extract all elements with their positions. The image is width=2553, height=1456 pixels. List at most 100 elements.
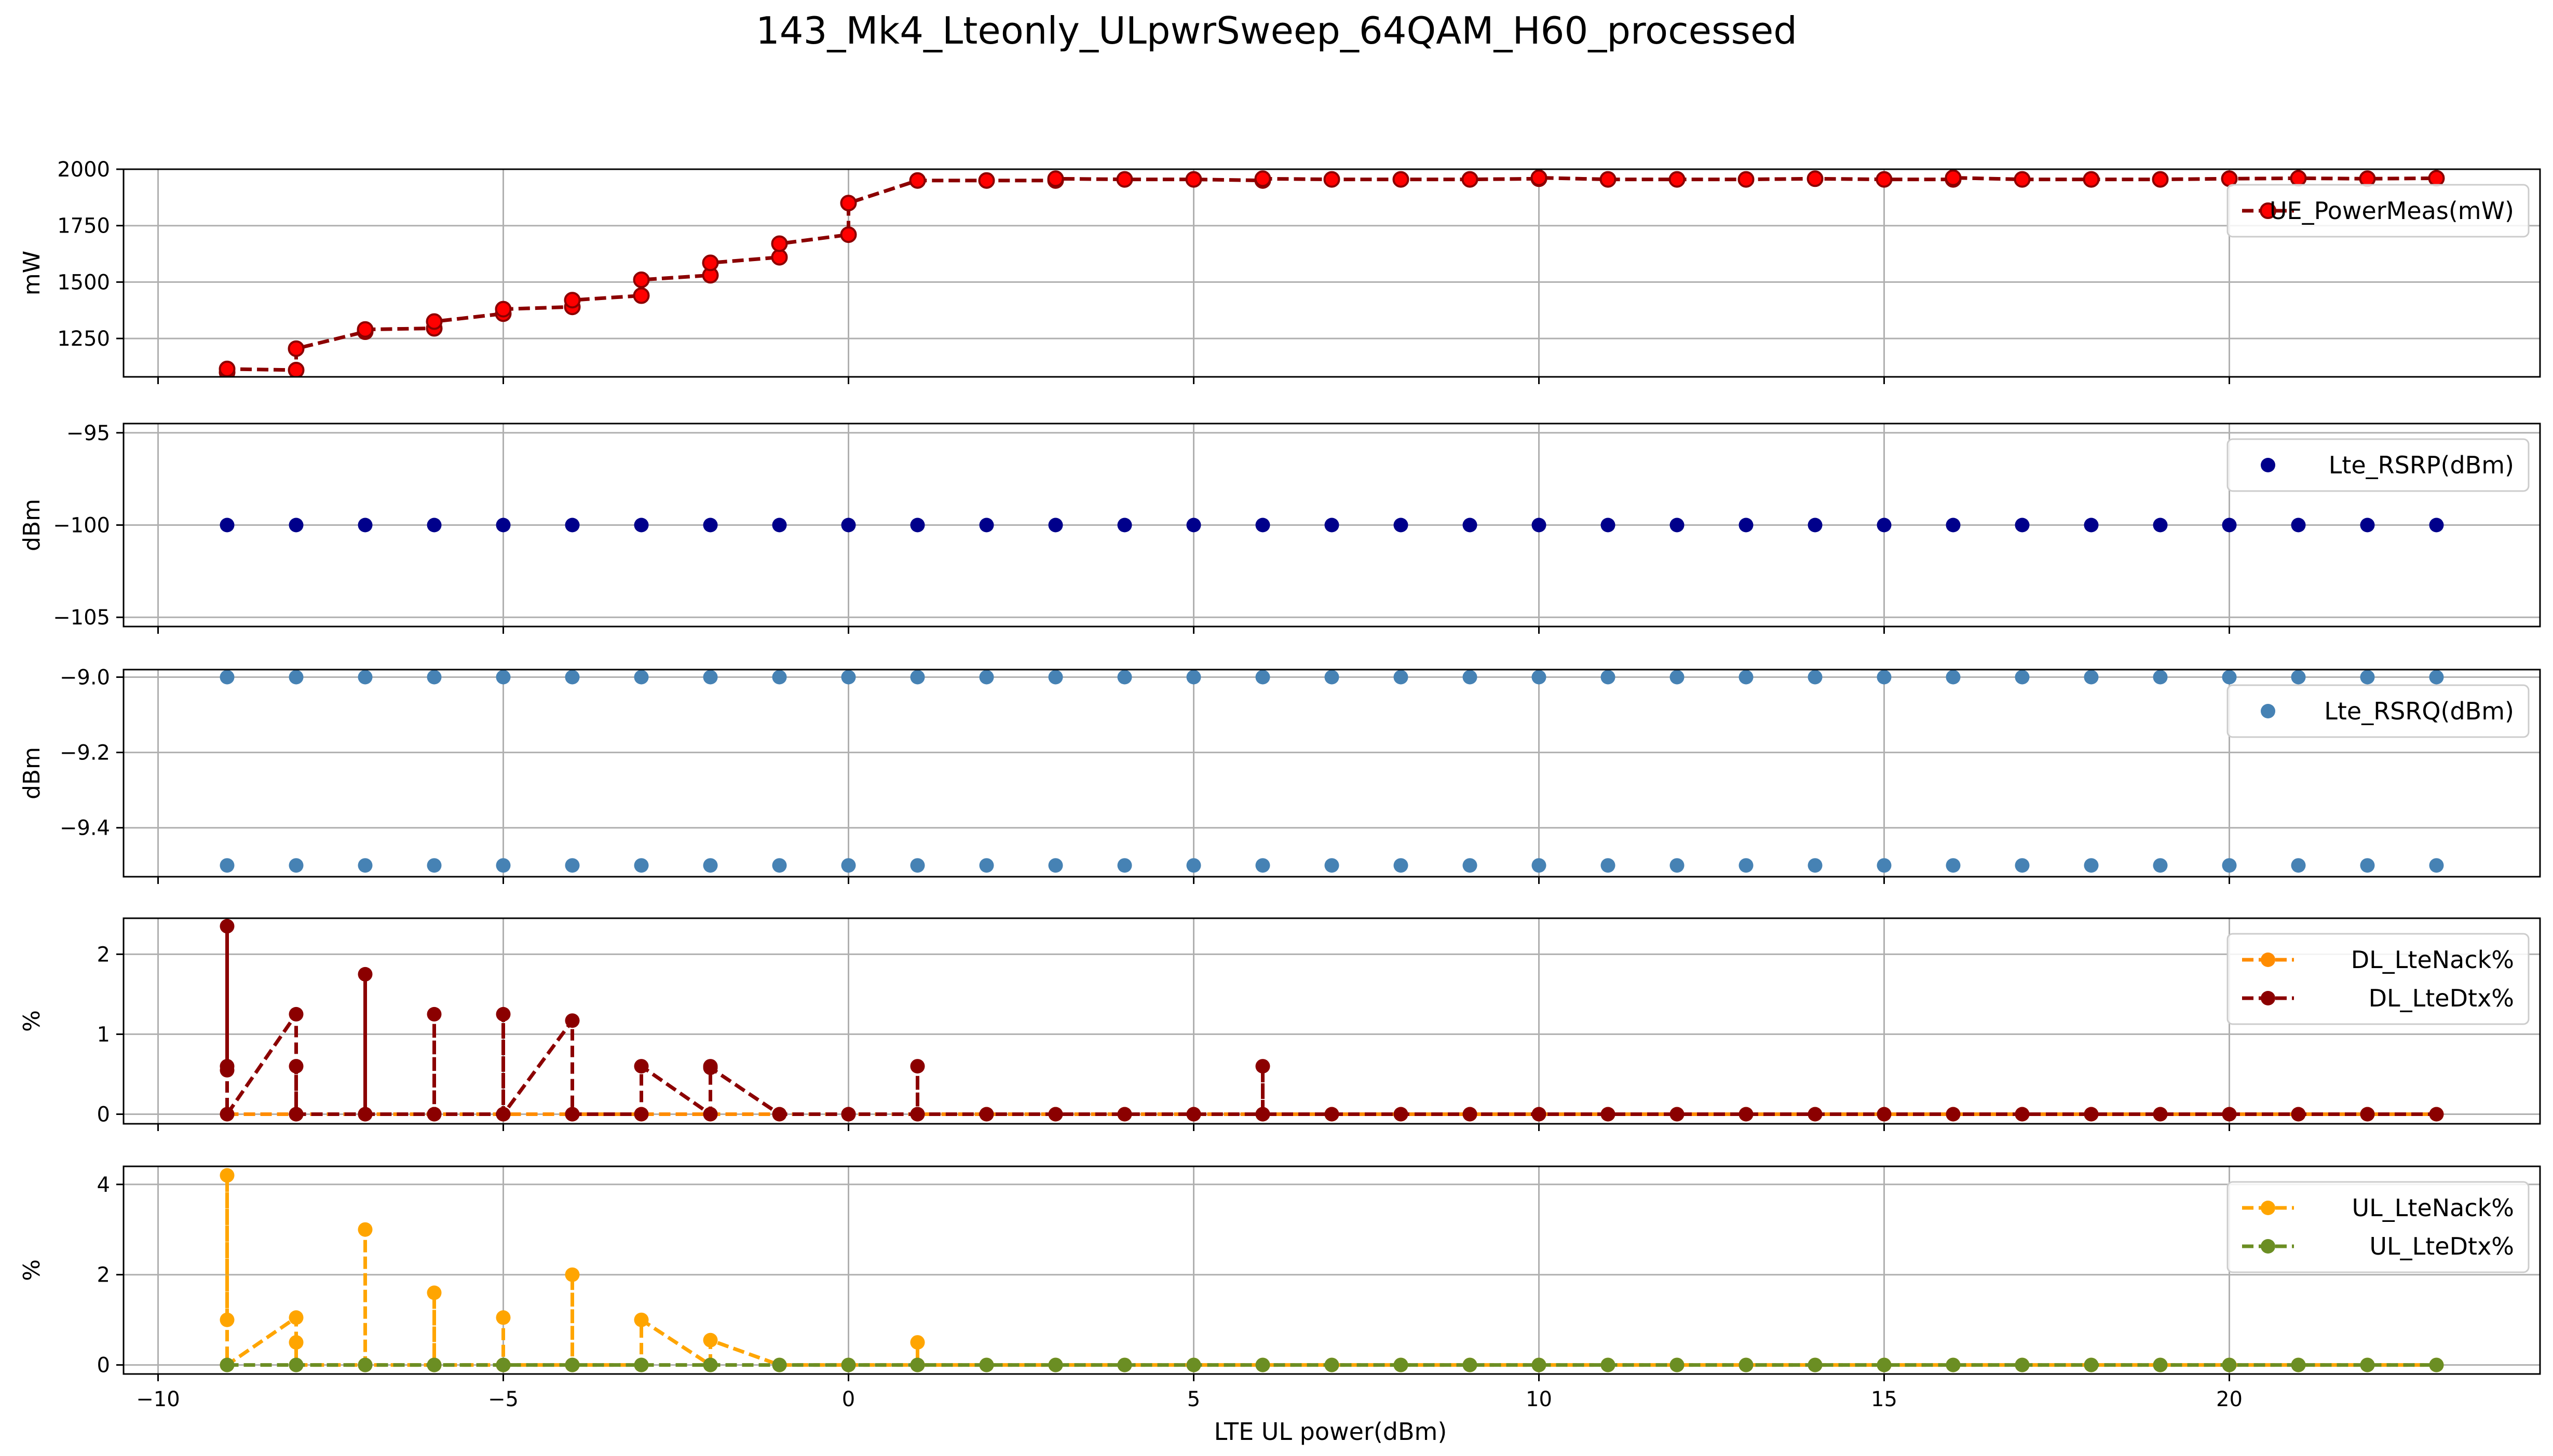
series-group [219,169,2445,377]
data-point-lte-rsrp-dbm [2222,518,2237,533]
data-point-dl-ltedtx [220,1059,235,1074]
data-point-ue-powermeas-mw [426,313,443,330]
legend-marker [2261,1239,2275,1254]
data-point-lte-rsrq-dbm [496,858,511,873]
data-point-lte-rsrq-dbm [2291,858,2306,873]
data-point-lte-rsrq-dbm [1117,670,1132,685]
data-point-ue-powermeas-mw [702,254,719,271]
data-point-lte-rsrq-dbm [2015,670,2030,685]
data-point-lte-rsrq-dbm [1048,858,1063,873]
data-point-dl-ltedtx [1808,1107,1823,1122]
data-point-lte-rsrp-dbm [2015,518,2030,533]
data-point-ue-powermeas-mw [1185,171,1202,188]
data-point-lte-rsrp-dbm [1255,518,1270,533]
data-point-lte-rsrp-dbm [979,518,994,533]
data-point-dl-ltedtx [358,1107,373,1122]
data-point-lte-rsrp-dbm [496,518,511,533]
data-point-lte-rsrp-dbm [772,518,787,533]
subplots: 1250150017502000mWUE_PowerMeas(mW)−95−10… [19,158,2541,1411]
data-point-dl-ltedtx [841,1107,856,1122]
data-point-ue-powermeas-mw [633,287,650,304]
data-point-dl-ltedtx [1531,1107,1546,1122]
data-point-lte-rsrq-dbm [1877,858,1892,873]
data-point-dl-ltedtx [220,919,235,934]
data-point-lte-rsrq-dbm [1946,670,1961,685]
data-point-ul-ltedtx [2015,1357,2030,1372]
data-point-lte-rsrp-dbm [2429,518,2444,533]
legend-box [2226,438,2530,492]
data-point-dl-ltedtx [2153,1107,2168,1122]
legend: Lte_RSRP(dBm) [2226,438,2530,492]
data-point-lte-rsrp-dbm [1324,518,1339,533]
data-point-dl-ltedtx [1393,1107,1408,1122]
data-point-lte-rsrq-dbm [1739,858,1754,873]
data-point-lte-rsrq-dbm [1669,858,1685,873]
data-point-lte-rsrp-dbm [1600,518,1615,533]
y-axis-label: % [19,1259,45,1281]
data-point-lte-rsrp-dbm [1669,518,1685,533]
data-point-dl-ltedtx [565,1013,580,1028]
data-point-lte-rsrq-dbm [2153,670,2168,685]
data-point-lte-rsrq-dbm [634,858,649,873]
legend-label: UL_LteNack% [2352,1194,2515,1222]
data-point-lte-rsrp-dbm [358,518,373,533]
y-tick-label: −105 [53,606,110,630]
data-point-ul-ltedtx [2429,1357,2444,1372]
data-point-lte-rsrq-dbm [1462,670,1477,685]
data-point-ul-ltedtx [841,1357,856,1372]
data-point-dl-ltedtx [1600,1107,1615,1122]
data-point-dl-ltedtx [1048,1107,1063,1122]
data-point-ue-powermeas-mw [564,292,581,309]
data-point-lte-rsrq-dbm [1739,670,1754,685]
data-point-lte-rsrp-dbm [2360,518,2375,533]
y-tick-label: 1500 [57,270,110,294]
data-point-ue-powermeas-mw [2359,170,2376,187]
data-point-lte-rsrp-dbm [634,518,649,533]
data-point-ul-ltedtx [1186,1357,1201,1372]
data-point-ue-powermeas-mw [2221,170,2238,187]
legend-marker [2261,704,2275,718]
data-point-lte-rsrp-dbm [910,518,925,533]
data-point-lte-rsrq-dbm [2015,858,2030,873]
data-point-lte-rsrp-dbm [1462,518,1477,533]
data-point-lte-rsrq-dbm [910,858,925,873]
data-point-dl-ltedtx [1255,1059,1270,1074]
y-tick-label: −95 [66,421,110,445]
data-point-lte-rsrp-dbm [1531,518,1546,533]
data-point-ue-powermeas-mw [2428,170,2445,187]
data-point-lte-rsrp-dbm [1117,518,1132,533]
legend-marker [2261,952,2275,967]
data-point-lte-rsrq-dbm [841,670,856,685]
data-point-lte-rsrq-dbm [1531,670,1546,685]
data-point-lte-rsrp-dbm [2153,518,2168,533]
axes-frame [123,1165,2541,1375]
data-point-ue-powermeas-mw [1599,171,1617,188]
data-point-lte-rsrp-dbm [1186,518,1201,533]
data-point-ul-ltedtx [1531,1357,1546,1372]
data-point-ul-ltenack [496,1310,511,1325]
legend: UL_LteNack% UL_LteDtx% [2226,1181,2530,1273]
data-point-ue-powermeas-mw [495,301,512,318]
y-tick-label: 2000 [57,158,110,182]
data-point-lte-rsrq-dbm [841,858,856,873]
data-point-lte-rsrq-dbm [2360,858,2375,873]
data-point-lte-rsrq-dbm [358,670,373,685]
data-point-ue-powermeas-mw [840,195,857,212]
legend-box [2226,684,2530,738]
data-point-dl-ltedtx [1255,1107,1270,1122]
legend-box [2226,184,2530,238]
data-point-ul-ltenack [289,1335,304,1350]
data-point-ul-ltenack [289,1310,304,1325]
data-point-ul-ltenack [634,1312,649,1327]
y-tick-label: −9.2 [60,741,110,765]
data-point-lte-rsrq-dbm [2222,858,2237,873]
data-point-lte-rsrq-dbm [979,670,994,685]
subplot-3: −9.0 −9.2 −9.4 dBm Lte_RSRQ(dBm) [19,666,2541,884]
data-point-lte-rsrp-dbm [1808,518,1823,533]
data-point-lte-rsrp-dbm [1739,518,1754,533]
data-point-dl-ltedtx [910,1107,925,1122]
data-point-dl-ltedtx [565,1107,580,1122]
data-point-dl-ltedtx [1462,1107,1477,1122]
y-axis-label: % [19,1010,45,1032]
